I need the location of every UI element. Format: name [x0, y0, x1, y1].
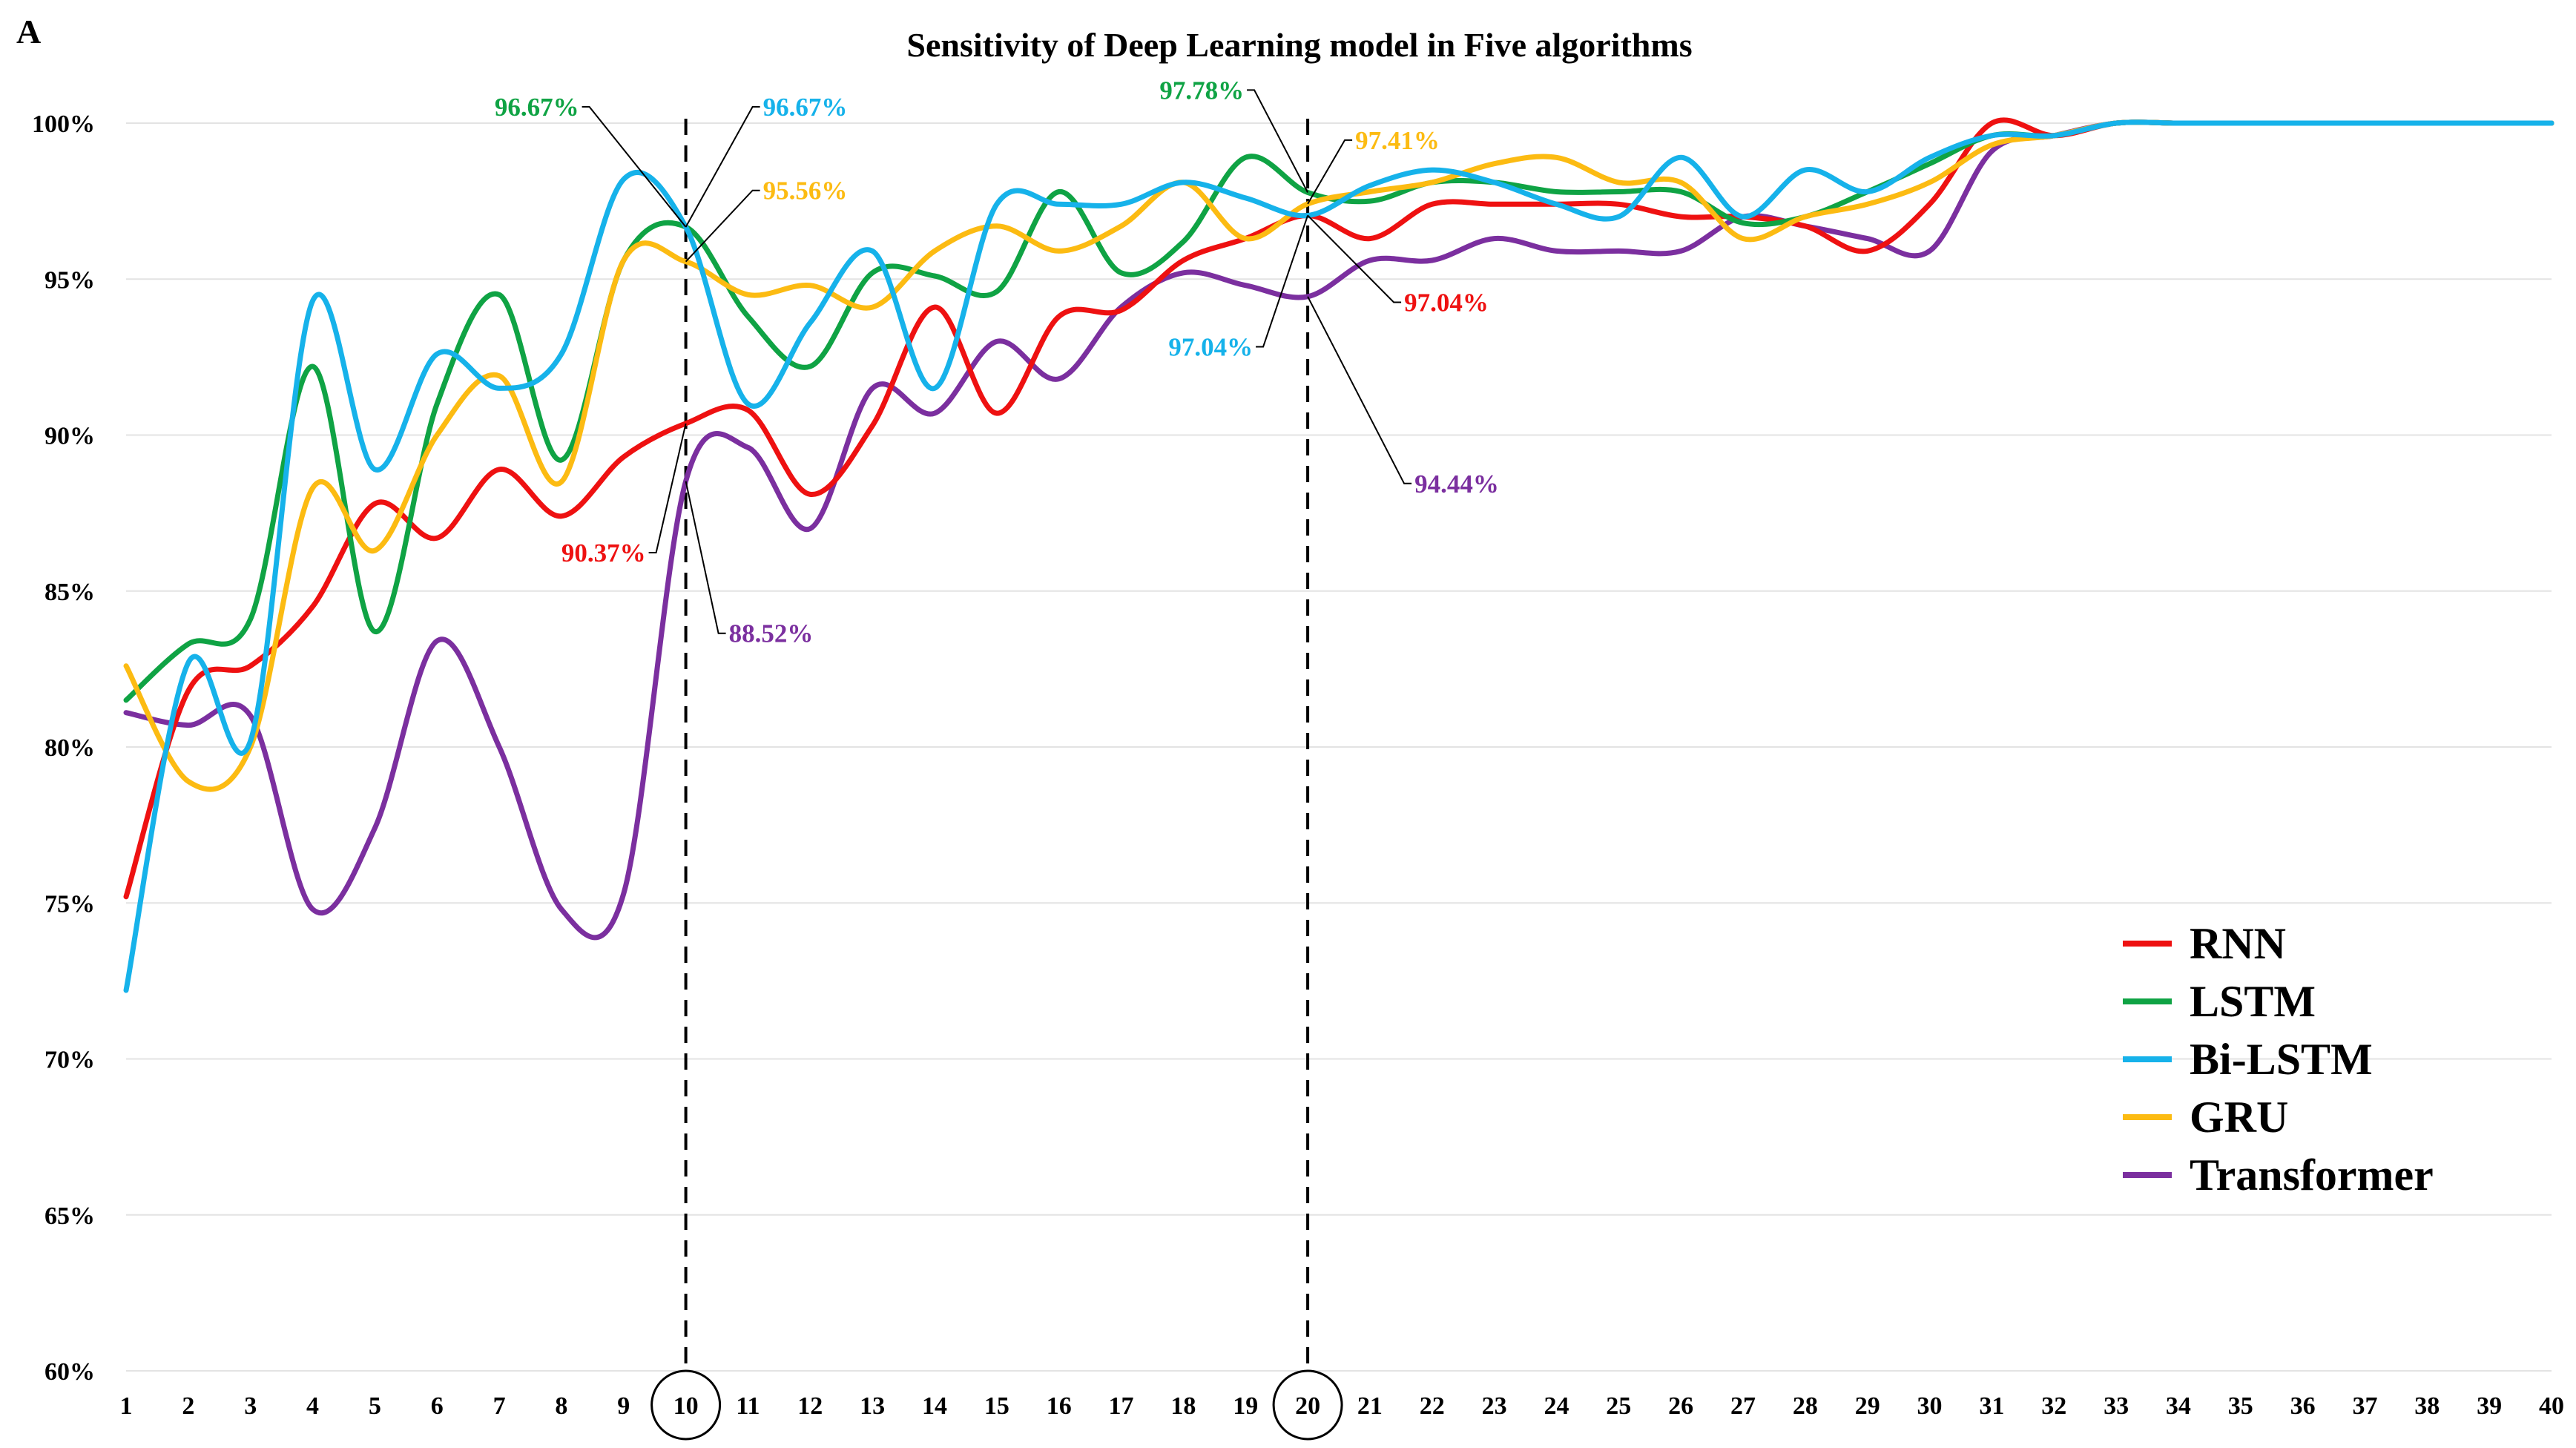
legend-label-rnn: RNN — [2190, 919, 2286, 968]
annotations: 96.67% 96.67% 95.56% 90.37% 88.52% 97.78% 97.4… — [495, 76, 1499, 648]
x-tick-label: 35 — [2228, 1392, 2253, 1420]
annotation-label: 96.67% — [495, 93, 579, 122]
x-tick-label: 38 — [2414, 1392, 2440, 1420]
x-tick-label: 2 — [182, 1392, 194, 1420]
x-tick-label: 37 — [2352, 1392, 2377, 1420]
legend-label-transformer: Transformer — [2190, 1151, 2434, 1199]
annotation-label: 97.04% — [1404, 288, 1489, 317]
x-tick-label: 40 — [2539, 1392, 2564, 1420]
x-tick-label: 14 — [922, 1392, 947, 1420]
annotation-leader — [582, 106, 687, 228]
series-line-transformer — [123, 119, 2554, 941]
y-axis: 60% 65% 70% 75% 80% 85% 90% 95% 100% — [32, 111, 95, 1386]
x-tick-label: 26 — [1668, 1392, 1693, 1420]
x-tick-label: 22 — [1420, 1392, 1445, 1420]
annotation-leader — [1307, 139, 1353, 205]
x-tick-label: 18 — [1170, 1392, 1196, 1420]
y-tick-label: 95% — [45, 266, 95, 294]
annotation-leader — [1247, 89, 1308, 193]
annotation-leader — [648, 423, 687, 553]
x-tick-label: 17 — [1109, 1392, 1134, 1420]
y-tick-label: 75% — [45, 890, 95, 918]
annotation-label: 97.78% — [1159, 76, 1244, 105]
x-tick-label: 8 — [555, 1392, 567, 1420]
y-tick-label: 60% — [45, 1358, 95, 1386]
x-tick-label: 16 — [1047, 1392, 1072, 1420]
x-tick-label: 1 — [120, 1392, 133, 1420]
chart-title: Sensitivity of Deep Learning model in Fi… — [906, 26, 1692, 64]
gridlines — [126, 122, 2552, 1372]
y-tick-label: 70% — [45, 1047, 95, 1074]
x-tick-label: 11 — [736, 1392, 760, 1420]
series-line-lstm — [123, 119, 2554, 703]
x-tick-label: 39 — [2477, 1392, 2502, 1420]
series-line-gru — [123, 119, 2554, 792]
x-tick-label: 34 — [2166, 1392, 2191, 1420]
marker-circle-x20 — [1272, 1369, 1343, 1441]
x-tick-label: 19 — [1233, 1392, 1258, 1420]
annotation-leader — [685, 481, 726, 634]
x-tick-label: 12 — [797, 1392, 823, 1420]
x-tick-label: 27 — [1730, 1392, 1756, 1420]
x-tick-label: 28 — [1793, 1392, 1818, 1420]
y-tick-label: 80% — [45, 734, 95, 762]
annotation-leader — [685, 189, 760, 263]
x-tick-label: 9 — [617, 1392, 630, 1420]
annotation-label: 90.37% — [561, 539, 646, 567]
x-tick-label: 13 — [860, 1392, 885, 1420]
series-lines — [123, 117, 2554, 993]
panel-label: A — [16, 13, 41, 50]
annotation-label: 88.52% — [729, 619, 814, 648]
y-tick-label: 65% — [45, 1202, 95, 1230]
x-tick-label: 32 — [2041, 1392, 2066, 1420]
y-tick-label: 90% — [45, 423, 95, 450]
legend-label-bi-lstm: Bi-LSTM — [2190, 1035, 2373, 1084]
annotation-leader — [1256, 215, 1309, 348]
series-line-bi-lstm — [123, 119, 2554, 993]
marker-circle-x10 — [650, 1369, 722, 1441]
x-tick-label: 24 — [1544, 1392, 1569, 1420]
x-tick-label: 29 — [1855, 1392, 1880, 1420]
x-axis: 1 2 3 4 5 6 7 8 9 10 11 12 13 14 15 16 17 18 19 20 21 22 23 24 2… — [120, 1392, 2565, 1420]
x-tick-label: 3 — [244, 1392, 257, 1420]
x-tick-label: 15 — [984, 1392, 1009, 1420]
annotation-leader — [685, 106, 760, 228]
annotation-label: 97.04% — [1168, 332, 1253, 361]
x-tick-label: 23 — [1482, 1392, 1507, 1420]
y-tick-label: 85% — [45, 579, 95, 606]
x-tick-label: 6 — [431, 1392, 444, 1420]
x-tick-label: 21 — [1357, 1392, 1383, 1420]
annotation-label: 97.41% — [1355, 126, 1440, 155]
x-tick-label: 7 — [493, 1392, 506, 1420]
x-tick-label: 25 — [1606, 1392, 1631, 1420]
y-tick-label: 100% — [32, 111, 95, 138]
x-tick-label: 30 — [1917, 1392, 1943, 1420]
x-tick-label: 31 — [1979, 1392, 2004, 1420]
x-tick-label: 5 — [369, 1392, 381, 1420]
x-tick-label: 36 — [2290, 1392, 2316, 1420]
legend-label-lstm: LSTM — [2190, 977, 2316, 1026]
annotation-label: 94.44% — [1414, 470, 1499, 498]
x-tick-label: 33 — [2104, 1392, 2129, 1420]
annotation-leader — [1307, 296, 1412, 484]
series-line-rnn — [123, 117, 2554, 900]
x-tick-label: 4 — [306, 1392, 319, 1420]
legend: RNN LSTM Bi-LSTM GRU Transformer — [2123, 919, 2434, 1199]
x-tick-label: 20 — [1295, 1392, 1320, 1420]
x-tick-label: 10 — [673, 1392, 699, 1420]
legend-label-gru: GRU — [2190, 1093, 2288, 1142]
annotation-label: 95.56% — [763, 177, 848, 205]
highlight-markers — [650, 119, 1343, 1441]
annotation-leader — [1307, 214, 1402, 303]
annotation-label: 96.67% — [763, 93, 848, 122]
